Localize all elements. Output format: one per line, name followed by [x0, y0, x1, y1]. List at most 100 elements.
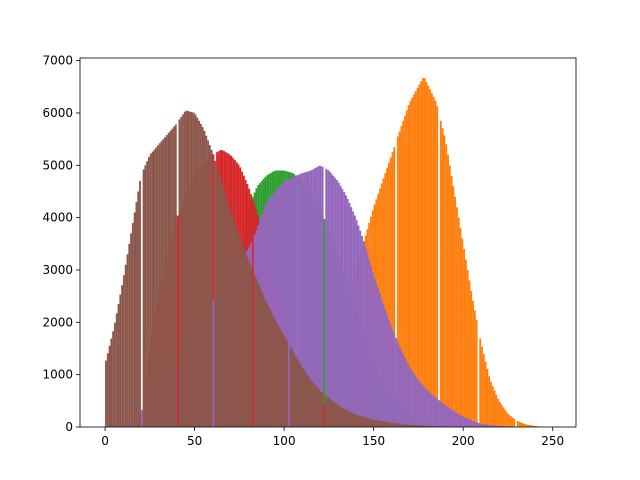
histogram-bar — [262, 295, 265, 427]
histogram-bar — [323, 218, 326, 427]
histogram-bar — [420, 425, 423, 427]
histogram-bar — [185, 110, 188, 427]
histogram-bar — [500, 426, 503, 427]
histogram-bar — [407, 105, 410, 428]
histogram-bar — [178, 119, 181, 427]
histogram-bar — [398, 346, 401, 427]
histogram-bar — [411, 97, 414, 427]
histogram-bar — [328, 398, 331, 427]
histogram-bar — [473, 310, 476, 427]
histogram-bar — [117, 304, 120, 427]
histogram-bar — [475, 319, 478, 427]
histogram-bar — [196, 117, 199, 428]
histogram-bar — [450, 409, 453, 427]
histogram-bar — [276, 324, 279, 427]
histogram-bar — [368, 418, 371, 427]
histogram-bar — [407, 364, 410, 427]
histogram-bar — [524, 424, 526, 427]
histogram-bar — [482, 354, 485, 427]
histogram-bar — [293, 176, 295, 427]
histogram-bar — [269, 310, 272, 427]
histogram-bar — [182, 114, 184, 428]
histogram-bar — [235, 228, 238, 427]
histogram-bar — [429, 426, 432, 427]
histogram-bar — [516, 421, 519, 427]
histogram-bar — [441, 128, 444, 427]
histogram-bar — [278, 327, 281, 427]
histogram-bar — [251, 199, 254, 427]
histogram-bar — [343, 408, 346, 427]
histogram-bar — [396, 136, 399, 427]
histogram-bar — [448, 165, 451, 428]
histogram-bar — [479, 338, 482, 427]
histogram-bar — [387, 162, 390, 427]
histogram-bar — [336, 179, 338, 427]
histogram-bar — [233, 222, 236, 427]
histogram-bar — [169, 130, 172, 427]
histogram-bar — [275, 190, 278, 427]
histogram-bar — [350, 207, 353, 427]
histogram-bar — [192, 112, 195, 427]
histogram-bar — [382, 421, 385, 427]
histogram-bar — [130, 233, 132, 427]
y-axis: 0 1000 2000 3000 4000 5000 6000 7000 — [42, 54, 80, 434]
histogram-bar — [312, 383, 315, 427]
histogram-bar — [456, 412, 458, 427]
histogram-bar — [174, 124, 177, 427]
histogram-bar — [359, 415, 362, 427]
histogram-bar — [149, 153, 152, 427]
histogram-bar — [429, 89, 432, 428]
histogram-bar — [375, 420, 378, 427]
histogram-bar — [223, 189, 226, 427]
histogram-bar — [284, 336, 286, 427]
histogram-bar — [432, 96, 435, 427]
histogram-bar — [319, 391, 322, 427]
histogram-bar — [309, 378, 312, 427]
histogram-bar — [502, 407, 505, 427]
histogram-bar — [280, 330, 283, 427]
histogram-bar — [436, 398, 439, 427]
histogram-bar — [382, 304, 385, 427]
histogram-bar — [321, 392, 324, 427]
histogram-bar — [387, 422, 390, 427]
plot-frame — [79, 57, 577, 428]
histogram-bar — [534, 426, 537, 427]
histogram-bar — [466, 269, 469, 427]
histogram-bar — [239, 238, 242, 427]
histogram-bar — [484, 361, 487, 427]
histogram-bar — [241, 243, 243, 427]
histogram-bar — [359, 230, 362, 427]
histogram-bar — [337, 182, 340, 427]
histogram-bar — [420, 81, 423, 427]
histogram-bar — [321, 166, 324, 427]
histogram-bar — [443, 135, 446, 427]
histogram-bar — [529, 425, 532, 427]
histogram-bar — [122, 275, 125, 427]
histogram-bar — [137, 191, 140, 427]
histogram-bar — [400, 423, 403, 427]
histogram-bar — [148, 156, 150, 428]
histogram-bar — [310, 170, 313, 427]
histogram-bar — [384, 309, 387, 427]
histogram-bar — [386, 314, 389, 427]
histogram-bar — [391, 422, 394, 427]
histogram-bar — [325, 395, 328, 427]
histogram-bar — [413, 425, 415, 427]
histogram-bar — [191, 112, 193, 428]
histogram-bar — [232, 217, 235, 427]
histogram-bar — [189, 111, 192, 428]
histogram-bar — [509, 415, 512, 427]
histogram-bar — [425, 425, 428, 427]
histogram-bar — [142, 169, 145, 428]
histogram-bar — [165, 134, 168, 427]
histogram-bar — [490, 425, 492, 427]
histogram-bar — [199, 123, 202, 427]
histogram-bar — [171, 128, 174, 427]
histogram-bar — [278, 186, 281, 427]
histogram-bar — [280, 184, 283, 427]
histogram-bar — [328, 171, 331, 427]
histogram-bar — [495, 394, 498, 427]
histogram-bar — [414, 425, 417, 427]
y-tick-label: 4000 — [42, 211, 73, 225]
histogram-bar — [470, 420, 473, 427]
